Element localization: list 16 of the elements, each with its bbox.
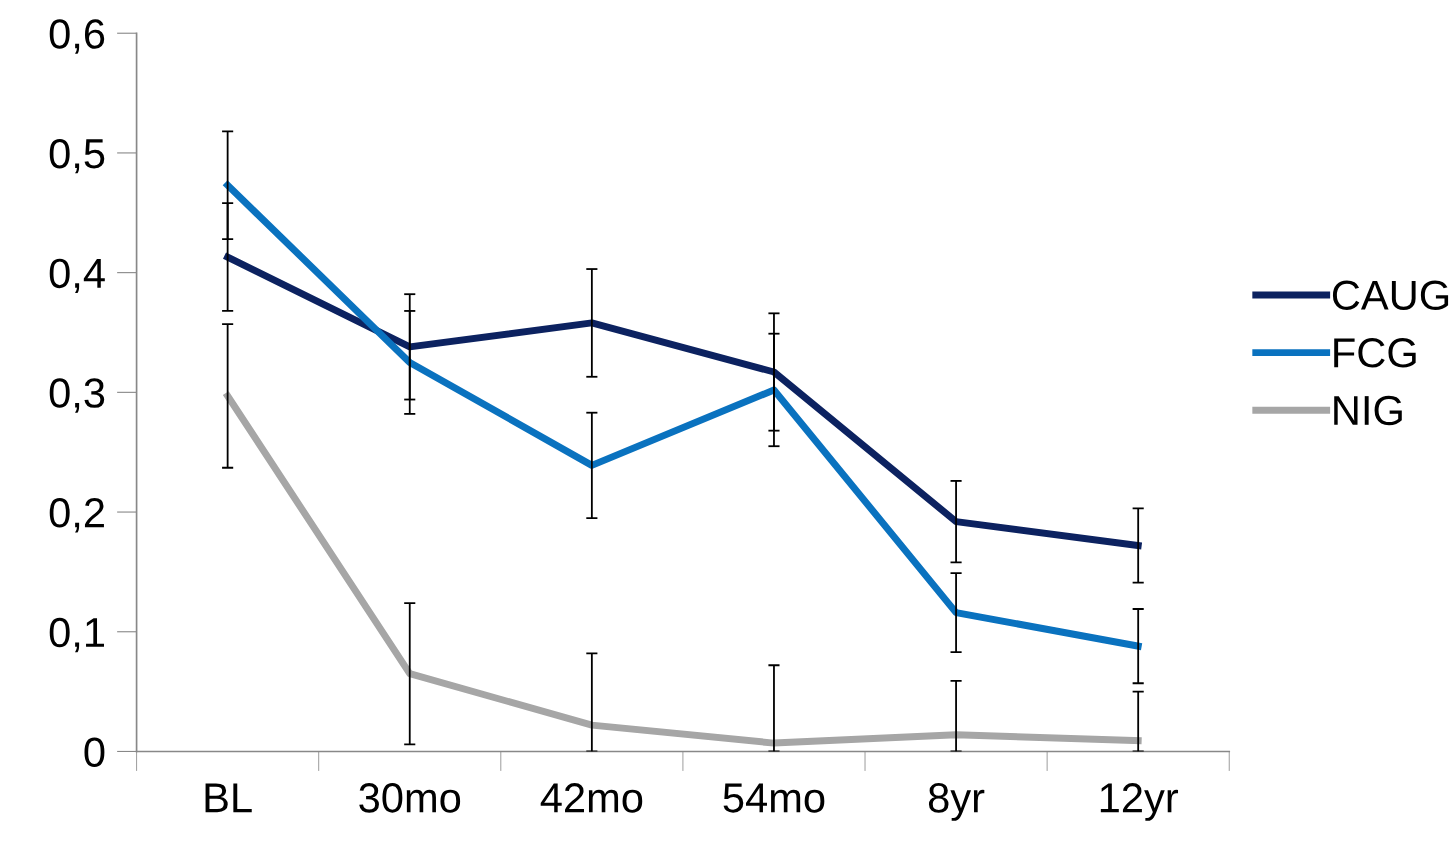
- x-tick-label: BL: [205, 783, 252, 813]
- x-tick-label: 54mo: [723, 783, 825, 813]
- y-tick-label: 0,4: [49, 258, 105, 294]
- legend-label: NIG: [1334, 395, 1402, 426]
- y-tick-label: 0,3: [49, 378, 105, 413]
- x-tick-label: 8yr: [928, 783, 985, 821]
- y-tick-label: 0,2: [49, 498, 104, 533]
- legend-label: FCG: [1334, 338, 1416, 368]
- legend-label: CAUG: [1332, 280, 1449, 311]
- y-tick-label: 0,6: [49, 19, 105, 54]
- y-tick-label: 0,5: [49, 138, 105, 174]
- x-tick-label: 12yr: [1100, 783, 1179, 821]
- x-tick-label: 42mo: [540, 783, 643, 813]
- y-tick-label: 0: [84, 737, 105, 767]
- x-tick-label: 30mo: [359, 783, 461, 813]
- y-tick-label: 0,1: [49, 617, 104, 653]
